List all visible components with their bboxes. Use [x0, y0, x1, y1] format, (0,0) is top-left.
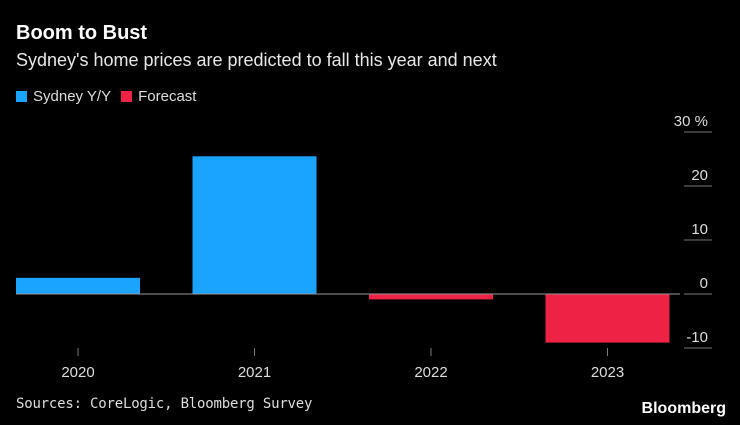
- bar-2021: [192, 156, 317, 294]
- bar-2022: [369, 294, 493, 300]
- legend-swatch-forecast: [121, 91, 133, 102]
- x-tick-label-2021: 2021: [238, 364, 271, 381]
- y-tick-label: 20: [691, 167, 708, 184]
- bar-2023: [545, 294, 670, 343]
- legend-swatch-sydney: [16, 91, 27, 102]
- bar-2020: [16, 277, 140, 294]
- y-tick-label: 30 %: [674, 113, 708, 130]
- x-tick-label-2020: 2020: [61, 364, 94, 381]
- chart-title: Boom to Bust: [16, 22, 148, 44]
- legend-item-forecast: Forecast: [121, 88, 196, 105]
- legend-label-forecast: Forecast: [138, 88, 197, 105]
- x-tick-label-2022: 2022: [414, 364, 447, 381]
- legend-item-sydney: Sydney Y/Y: [16, 88, 111, 105]
- y-tick-label: 0: [700, 275, 708, 292]
- legend-label-sydney: Sydney Y/Y: [33, 88, 112, 105]
- y-tick-label: -10: [686, 329, 708, 346]
- chart-subtitle: Sydney's home prices are predicted to fa…: [16, 50, 497, 70]
- y-tick-label: 10: [691, 221, 708, 238]
- bloomberg-logo: Bloomberg: [641, 400, 726, 417]
- source-note: Sources: CoreLogic, Bloomberg Survey: [16, 396, 313, 412]
- legend: Sydney Y/Y Forecast: [16, 88, 206, 105]
- x-tick-label-2023: 2023: [591, 364, 624, 381]
